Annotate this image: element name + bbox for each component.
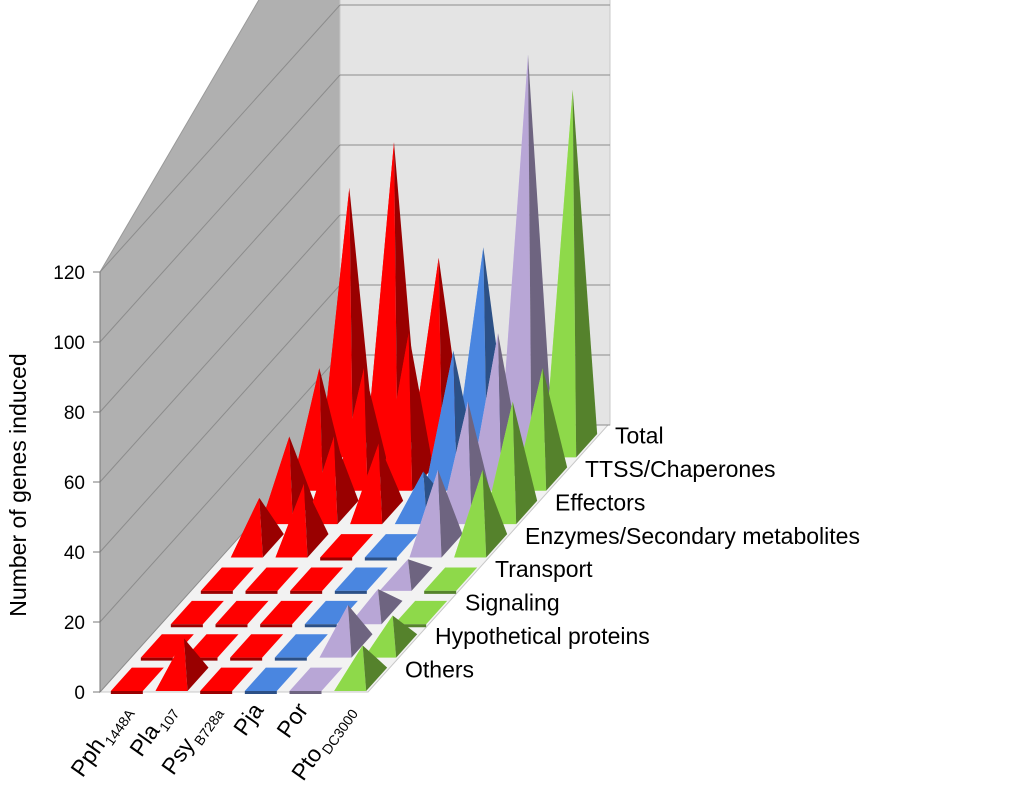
category-label: Enzymes/Secondary metabolites <box>525 523 860 549</box>
pyramid-bar <box>110 667 164 694</box>
y-axis-ticks: 0 20 40 60 80 100 120 <box>53 263 101 704</box>
pyramid-bar <box>350 443 404 525</box>
pyramid-bar <box>275 483 329 558</box>
gridline-left <box>99 284 341 553</box>
pyramid-bar <box>304 600 358 628</box>
category-label: TTSS/Chaperones <box>585 456 775 482</box>
pyramid-bar <box>454 469 508 558</box>
category-label: Effectors <box>555 489 645 515</box>
y-tick-label: 60 <box>64 473 85 494</box>
pyramid-bar <box>260 436 314 525</box>
pyramid-bar <box>380 333 434 491</box>
pyramid-bar <box>245 567 299 594</box>
pyramid-bar <box>290 567 344 594</box>
pyramid-bar <box>379 559 433 591</box>
gridline-left <box>99 74 341 343</box>
pyramid-bar <box>364 615 418 658</box>
pyramid-bar <box>424 567 478 594</box>
y-tick-label: 120 <box>53 263 85 284</box>
pyramid-bar <box>170 600 224 628</box>
pyramid-bar <box>215 600 269 628</box>
pyramid-bar <box>260 600 314 628</box>
pyramid-bar <box>244 667 298 694</box>
pyramid-bar <box>544 89 598 458</box>
pyramid-bar <box>274 634 328 661</box>
pyramid-bar <box>140 634 194 661</box>
pyramid-bars <box>110 54 598 694</box>
y-tick-label: 0 <box>74 683 85 704</box>
pyramid-bar <box>499 54 553 458</box>
gridline-left <box>99 354 341 623</box>
category-label: Hypothetical proteins <box>435 623 650 649</box>
y-axis-label: Number of genes induced <box>5 353 31 616</box>
y-tick-label: 80 <box>64 403 85 424</box>
category-label: Transport <box>495 556 593 582</box>
pyramid-bar <box>200 567 254 594</box>
pyramid-bar <box>409 469 463 558</box>
y-tick-label: 20 <box>64 613 85 634</box>
category-label: Others <box>405 656 474 682</box>
pyramid-bar <box>200 667 254 694</box>
category-labels: Others Hypothetical proteins Signaling Tran… <box>405 423 860 683</box>
pyramid-bar <box>320 187 374 458</box>
gridline-left <box>99 4 341 273</box>
category-label: Total <box>615 423 664 449</box>
pyramid-bar <box>289 667 343 694</box>
pyramid-bar <box>319 604 373 658</box>
pyramid-bar <box>320 534 374 561</box>
pyramid-bar <box>514 368 568 491</box>
strain-label: Por <box>271 698 313 743</box>
y-tick-label: 40 <box>64 543 85 564</box>
strain-label: Pja <box>228 698 268 740</box>
pyramid-bar <box>155 638 209 691</box>
pyramid-bar <box>230 634 284 661</box>
y-tick-label: 100 <box>53 333 85 354</box>
gridline-left <box>99 144 341 413</box>
pyramid-bar <box>364 534 418 561</box>
pyramid-bar <box>334 567 388 594</box>
gridline-left <box>99 214 341 483</box>
category-label: Signaling <box>465 590 560 616</box>
pyramid-bar <box>230 497 284 558</box>
pyramid-bar <box>334 645 388 691</box>
pyramid-bar <box>484 401 538 525</box>
